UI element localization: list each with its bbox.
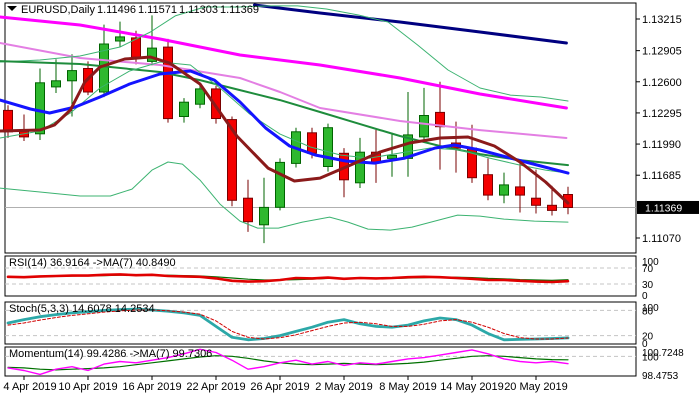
ma-blue-line: [0, 69, 570, 175]
candle-body: [275, 161, 285, 208]
x-axis-date-label: 16 Apr 2019: [122, 381, 181, 393]
x-axis-date-label: 26 Apr 2019: [250, 381, 309, 393]
ma-navy-line: [252, 3, 568, 45]
candle-body: [115, 36, 125, 42]
candle-26-apr: [275, 158, 285, 211]
ma-magenta-line: [0, 15, 568, 110]
rsi-main-line: [6, 273, 570, 284]
candle-body: [67, 70, 77, 82]
candle-8-apr: [51, 59, 61, 93]
x-axis-date-label: 14 May 2019: [440, 381, 504, 393]
y-axis-price-label: 1.11990: [642, 139, 681, 151]
candle-16-may: [499, 172, 509, 204]
momentum-main-line: [7, 348, 569, 376]
candle-body: [563, 194, 573, 208]
y-axis-price-label: 1.11685: [642, 170, 681, 182]
candle-19-apr: [195, 84, 205, 109]
candle-25-apr: [259, 177, 269, 244]
candle-body: [531, 197, 541, 206]
x-axis-date-label: 2 May 2019: [315, 381, 372, 393]
candle-body: [483, 174, 493, 196]
y-axis-price-label: 1.11070: [642, 233, 681, 245]
candle-9-may: [419, 87, 429, 142]
candle-body: [259, 206, 269, 226]
momentum-panel-frame: [4, 346, 637, 377]
stoch-signal-line: [7, 309, 569, 340]
candle-20-may: [531, 169, 541, 214]
candle-5-apr: [35, 68, 45, 140]
candle-body: [227, 119, 237, 201]
candle-12-apr: [115, 21, 125, 48]
candle-17-may: [515, 162, 525, 213]
candle-24-apr: [243, 179, 253, 232]
candle-body: [355, 151, 365, 184]
y-axis-price-label: 1.12295: [642, 108, 682, 120]
y-axis-price-label: 1.12905: [642, 46, 682, 58]
candle-21-may: [547, 185, 557, 216]
candle-body: [163, 46, 173, 120]
rsi-side-label: 100: [642, 257, 659, 268]
candle-22-may: [563, 186, 573, 215]
candle-body: [435, 111, 445, 128]
candle-body: [307, 132, 317, 154]
y-axis-price-label: 1.13215: [642, 14, 682, 26]
bollinger-middle-line: [0, 61, 569, 174]
x-axis-date-label: 20 May 2019: [504, 381, 568, 393]
candle-body: [243, 197, 253, 223]
x-axis-date-label: 10 Apr 2019: [58, 381, 117, 393]
candle-body: [147, 47, 157, 62]
candle-body: [211, 88, 221, 120]
bollinger-lower-line: [0, 161, 569, 231]
candle-body: [323, 127, 333, 167]
momentum-signal-line: [7, 355, 569, 371]
candle-body: [499, 184, 509, 196]
candle-body: [419, 115, 429, 138]
current-price-badge-text: 1.11369: [645, 202, 682, 214]
main-chart-frame: [4, 2, 637, 254]
x-axis-date-label: 8 May 2019: [379, 381, 436, 393]
momentum-side-label: 98.4753: [642, 371, 679, 382]
rsi-side-label: 0: [642, 291, 648, 302]
candle-body: [515, 186, 525, 196]
candle-body: [195, 88, 205, 105]
stoch-side-label: 0: [642, 339, 648, 350]
current-price-badge: [637, 200, 699, 214]
candle-body: [3, 109, 13, 133]
candle-15-may: [483, 158, 493, 201]
stoch-side-label: 20: [642, 332, 654, 343]
candle-18-apr: [179, 98, 189, 123]
momentum-side-label: 100: [642, 352, 659, 363]
candle-body: [51, 80, 61, 88]
y-axis-price-label: 1.12600: [642, 77, 682, 89]
momentum-side-label: 100.7248: [642, 348, 684, 359]
x-axis-date-label: 22 Apr 2019: [186, 381, 245, 393]
candle-body: [387, 154, 397, 159]
ma-darkgreen-line: [0, 60, 569, 167]
ma-violet-line: [0, 42, 568, 139]
bollinger-upper-line: [0, 5, 569, 102]
rsi-side-label: 30: [642, 280, 654, 291]
stoch-side-label: 80: [642, 306, 654, 317]
rsi-side-label: 70: [642, 264, 654, 275]
candle-body: [35, 82, 45, 135]
candle-body: [179, 101, 189, 117]
candle-body: [547, 204, 557, 211]
ma-maroon-line: [0, 55, 570, 205]
candle-17-apr: [163, 38, 173, 123]
x-axis-date-label: 4 Apr 2019: [3, 381, 56, 393]
stoch-main-line: [6, 307, 570, 342]
candle-1-may: [323, 123, 333, 172]
stoch-side-label: 100: [642, 303, 659, 314]
